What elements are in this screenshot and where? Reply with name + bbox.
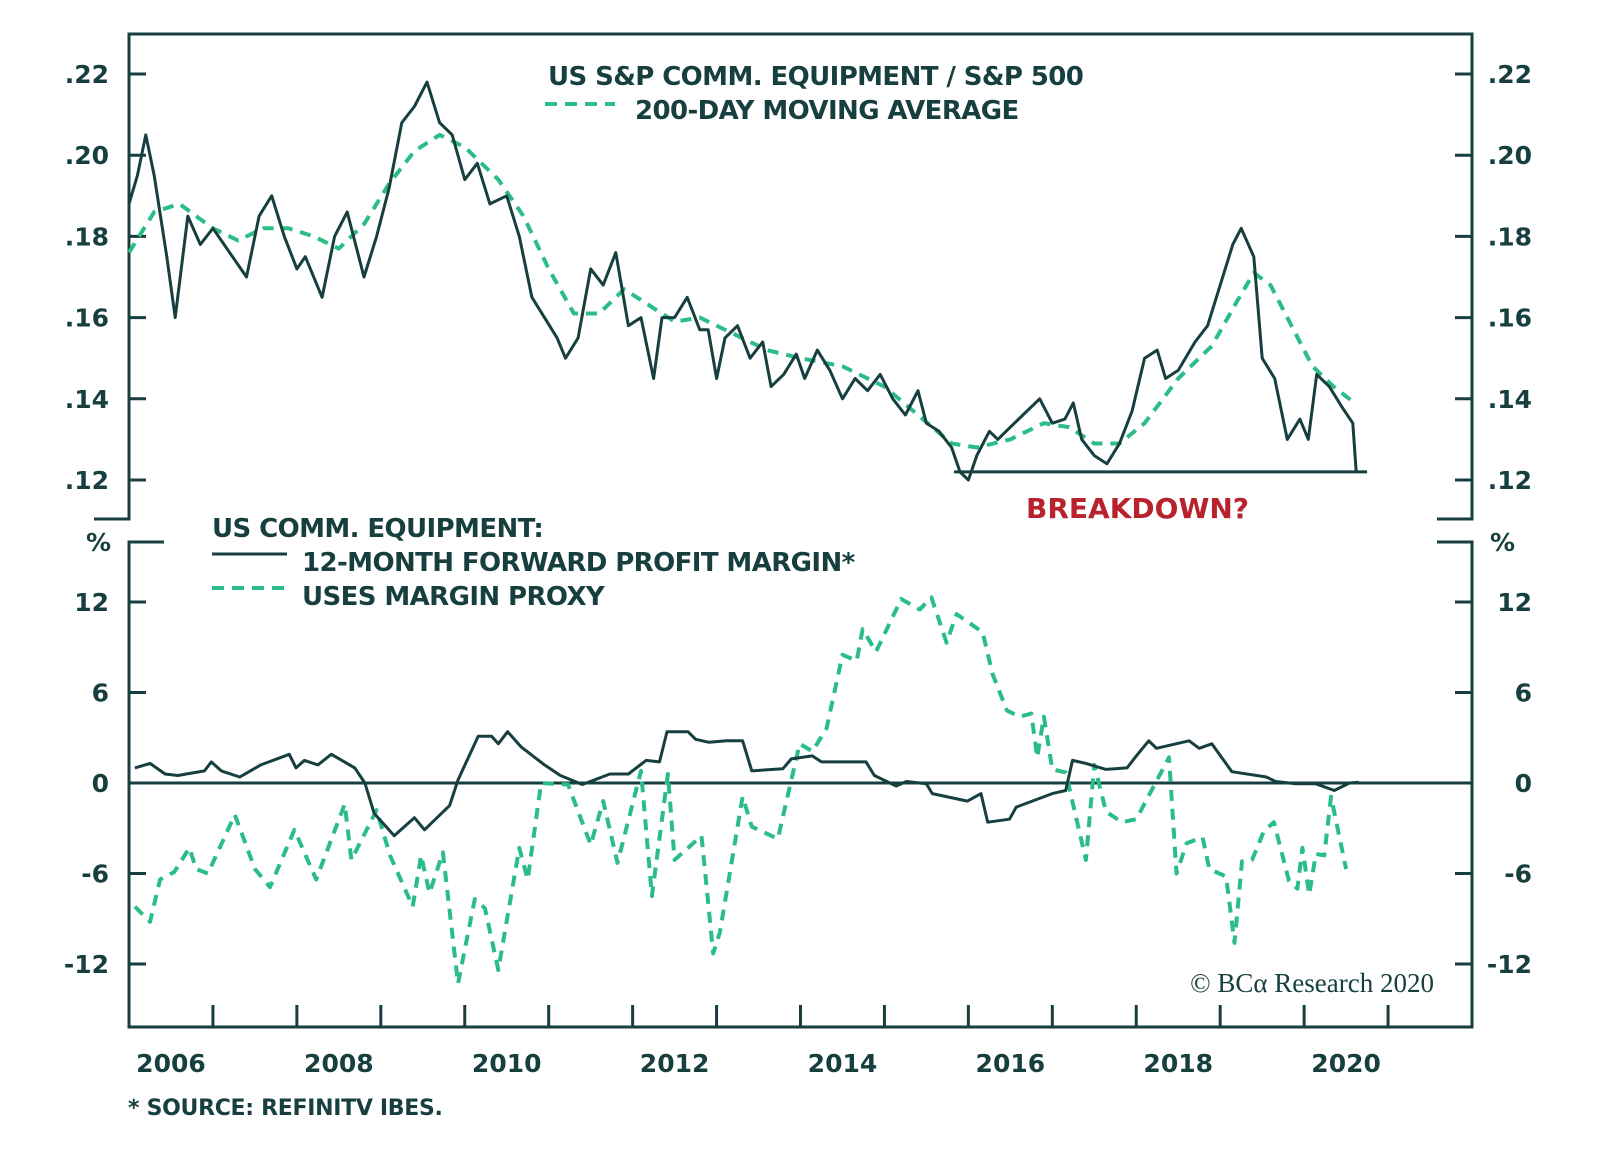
x-tick-label: 2010 — [472, 1049, 542, 1078]
x-tick-label: 2020 — [1311, 1049, 1381, 1078]
x-tick-label: 2008 — [304, 1049, 374, 1078]
bottom-legend-proxy-label: USES MARGIN PROXY — [302, 582, 606, 612]
y-tick-label-right: -6 — [1504, 860, 1532, 889]
top-y-axis-left: .12 .14 .16 .18 .20 .22 — [65, 60, 146, 495]
y-tick-label-left: .18 — [65, 222, 109, 251]
y-tick-label-right: 6 — [1515, 679, 1532, 708]
top-ma-line — [127, 132, 1356, 450]
top-ratio-line — [127, 80, 1358, 482]
bottom-y-axis-right: -12 -6 0 6 12 — [1455, 588, 1532, 979]
y-tick-label-right: -12 — [1487, 950, 1532, 979]
breakdown-annotation: BREAKDOWN? — [1026, 492, 1249, 525]
y-tick-label-left: 0 — [92, 769, 109, 798]
y-tick-label-right: .16 — [1488, 304, 1532, 333]
y-tick-label-left: -12 — [64, 950, 109, 979]
y-tick-label-left: 12 — [74, 588, 109, 617]
x-axis: 2006 2008 2010 2012 2014 2016 2018 2020 — [136, 1005, 1390, 1078]
y-tick-label-right: .12 — [1488, 466, 1532, 495]
top-panel-border — [94, 32, 1474, 521]
top-legend-title: US S&P COMM. EQUIPMENT / S&P 500 — [548, 62, 1083, 92]
y-tick-label-left: .14 — [65, 385, 109, 414]
y-tick-label-right: .14 — [1488, 385, 1532, 414]
bottom-panel-frame — [127, 540, 1474, 1029]
top-panel-frame — [94, 32, 1474, 521]
bottom-margin-line — [134, 730, 1359, 838]
series-layer — [127, 80, 1359, 986]
y-tick-label-left: 6 — [92, 679, 109, 708]
bottom-unit-left: % — [86, 528, 111, 557]
x-tick-label: 2014 — [808, 1049, 878, 1078]
x-tick-label: 2016 — [976, 1049, 1046, 1078]
x-tick-label: 2012 — [640, 1049, 710, 1078]
bottom-unit-right: % — [1490, 528, 1515, 557]
x-tick-label: 2006 — [136, 1049, 206, 1078]
y-tick-label-left: .20 — [65, 141, 109, 170]
y-tick-label-right: .22 — [1488, 60, 1532, 89]
x-tick-label: 2018 — [1143, 1049, 1213, 1078]
y-tick-label-right: 0 — [1515, 769, 1532, 798]
bottom-proxy-line — [133, 595, 1349, 986]
y-tick-label-left: .12 — [65, 466, 109, 495]
copyright: © BCα Research 2020 — [1190, 968, 1434, 998]
top-y-axis-right: .12 .14 .16 .18 .20 .22 — [1455, 60, 1532, 495]
bottom-legend-title: US COMM. EQUIPMENT: — [212, 514, 543, 544]
y-tick-label-right: 12 — [1497, 588, 1532, 617]
bottom-legend-margin-label: 12-MONTH FORWARD PROFIT MARGIN* — [302, 548, 856, 578]
footnote-source: * SOURCE: REFINITV IBES. — [128, 1096, 443, 1121]
y-tick-label-left: .16 — [65, 304, 109, 333]
top-legend-ma-label: 200-DAY MOVING AVERAGE — [635, 96, 1019, 126]
y-tick-label-left: .22 — [65, 60, 109, 89]
y-tick-label-right: .18 — [1488, 222, 1532, 251]
y-tick-label-left: -6 — [81, 860, 109, 889]
bottom-y-axis-left: -12 -6 0 6 12 — [64, 588, 146, 979]
y-tick-label-right: .20 — [1488, 141, 1532, 170]
